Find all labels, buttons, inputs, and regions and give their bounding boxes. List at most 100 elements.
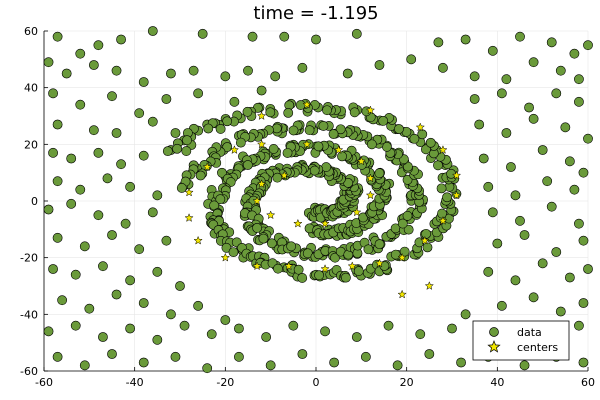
center-point xyxy=(397,252,407,262)
x-tick-label: -60 xyxy=(35,376,53,389)
data-point xyxy=(93,40,104,51)
center-point xyxy=(438,215,448,225)
x-tick-label: -20 xyxy=(216,376,234,389)
center-point xyxy=(451,170,462,180)
data-point xyxy=(147,116,158,127)
data-point xyxy=(578,235,589,246)
center-point xyxy=(256,179,267,188)
data-point xyxy=(265,107,276,118)
center-point xyxy=(302,99,312,109)
data-point xyxy=(560,122,571,133)
data-point xyxy=(242,106,253,117)
data-point xyxy=(574,74,584,85)
data-point xyxy=(188,65,199,76)
data-point xyxy=(366,139,377,150)
data-point xyxy=(222,142,233,152)
data-point xyxy=(492,238,503,249)
data-point xyxy=(374,239,385,250)
data-point xyxy=(215,194,226,205)
data-point xyxy=(43,204,54,215)
data-point xyxy=(311,34,321,45)
data-point xyxy=(487,45,498,56)
data-point xyxy=(88,60,99,70)
data-point xyxy=(283,107,294,118)
data-point xyxy=(52,31,63,42)
data-point xyxy=(266,238,277,249)
data-point xyxy=(243,65,253,76)
data-point xyxy=(501,128,512,138)
data-point xyxy=(48,88,58,99)
data-point xyxy=(102,173,113,184)
data-point xyxy=(221,242,232,253)
data-point xyxy=(48,264,58,274)
data-point xyxy=(172,143,183,154)
y-tick-label: -60 xyxy=(20,365,38,378)
center-point xyxy=(347,261,357,271)
y-tick-label: 0 xyxy=(31,195,38,208)
x-tick-label: 40 xyxy=(490,376,504,389)
center-point xyxy=(202,162,212,171)
data-point xyxy=(374,60,385,70)
data-point xyxy=(342,68,353,79)
data-point xyxy=(215,124,226,134)
data-point xyxy=(228,247,239,258)
legend-box xyxy=(472,320,570,361)
data-point xyxy=(161,235,172,246)
data-point xyxy=(358,212,368,223)
center-point xyxy=(266,210,276,220)
data-point xyxy=(111,289,122,300)
center-point xyxy=(229,145,240,154)
data-point xyxy=(286,241,297,252)
data-point xyxy=(394,124,404,134)
center-point xyxy=(220,252,230,262)
data-point xyxy=(222,116,233,127)
data-point xyxy=(524,102,534,113)
data-point xyxy=(583,40,593,51)
data-point xyxy=(578,298,589,308)
data-point xyxy=(75,184,86,195)
data-point xyxy=(555,306,566,317)
data-point xyxy=(288,320,299,331)
data-point xyxy=(379,260,390,271)
legend: data centers xyxy=(472,320,570,361)
data-point xyxy=(360,351,371,362)
data-point xyxy=(519,230,530,240)
data-point xyxy=(478,153,489,164)
data-point xyxy=(460,34,471,45)
center-point xyxy=(374,258,385,268)
data-point xyxy=(349,107,360,118)
data-point xyxy=(293,264,304,275)
y-tick-label: 40 xyxy=(24,82,38,95)
data-point xyxy=(88,125,99,136)
data-point xyxy=(583,264,593,274)
data-point xyxy=(234,351,244,362)
data-point xyxy=(537,145,548,155)
center-point xyxy=(424,281,434,290)
data-point xyxy=(79,360,90,371)
data-point xyxy=(120,218,131,229)
x-tick-label: 20 xyxy=(400,376,414,389)
data-point xyxy=(261,332,272,342)
data-point xyxy=(111,65,122,76)
data-point xyxy=(378,116,389,126)
data-point xyxy=(181,146,192,156)
data-point xyxy=(79,241,90,252)
x-tick-label: -40 xyxy=(126,376,144,389)
data-point xyxy=(474,119,485,130)
data-point xyxy=(546,37,557,48)
data-point xyxy=(125,323,136,334)
data-point xyxy=(179,320,190,331)
center-point xyxy=(256,139,267,149)
data-point xyxy=(134,244,145,255)
data-point xyxy=(93,147,104,158)
data-point xyxy=(318,121,329,131)
center-point xyxy=(365,190,376,200)
data-point xyxy=(496,300,507,311)
data-point xyxy=(98,332,108,342)
data-point xyxy=(138,298,149,308)
data-point xyxy=(116,159,126,170)
data-point xyxy=(107,91,117,102)
data-point xyxy=(456,357,466,368)
data-point xyxy=(555,65,566,76)
data-point xyxy=(125,181,136,192)
